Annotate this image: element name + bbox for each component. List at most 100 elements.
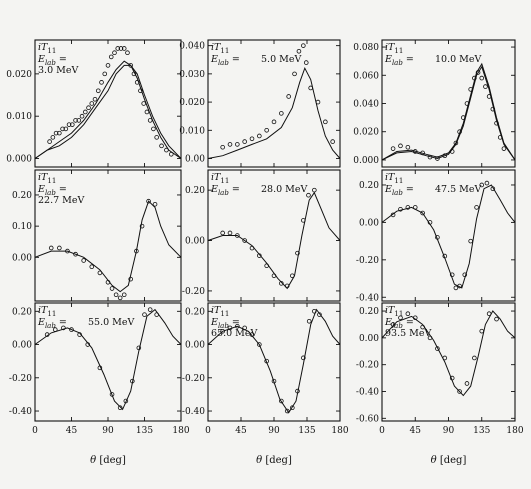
data-point [279, 398, 284, 404]
energy-subscript: lab [392, 322, 403, 330]
y-tick-label: 0.00 [185, 155, 205, 165]
x-axis-theta: θ [90, 455, 96, 466]
energy-equals: = [229, 184, 240, 195]
data-point [70, 122, 75, 127]
data-point [60, 126, 65, 132]
energy-label: Elab = [210, 317, 240, 330]
y-tick-label: 0.000 [353, 156, 379, 166]
data-point [306, 192, 311, 198]
energy-symbol: E [210, 184, 218, 195]
energy-value: 55.0 MeV [88, 317, 135, 328]
energy-equals: = [229, 54, 240, 65]
data-point [113, 292, 119, 298]
x-tick-label: 180 [506, 426, 523, 436]
data-point [112, 50, 117, 55]
y-tick-label: 0.020 [179, 98, 205, 108]
observable-symbol: iT [385, 42, 395, 53]
x-tick-label: 0 [205, 426, 211, 436]
x-axis-theta: θ [431, 455, 437, 466]
data-point [73, 118, 78, 123]
data-point [115, 46, 121, 51]
energy-symbol: E [384, 184, 392, 195]
observable-symbol: iT [211, 172, 221, 183]
y-tick-label: 0.20 [359, 307, 379, 317]
data-point [501, 146, 507, 151]
energy-symbol: E [37, 317, 45, 328]
energy-value: 65.0 MeV [211, 328, 258, 339]
theory-curve [381, 184, 516, 289]
energy-value: 22.7 MeV [38, 195, 85, 206]
data-point [66, 122, 72, 127]
theory-curve [381, 65, 516, 161]
energy-value: 3.0 MeV [38, 65, 78, 76]
theory-curve [381, 310, 516, 397]
x-tick-label: 180 [172, 426, 189, 436]
data-point [292, 71, 297, 77]
observable-label: iT11 [211, 42, 229, 55]
observable-label: iT11 [38, 42, 56, 55]
y-tick-label: -0.40 [9, 407, 32, 417]
x-tick-label: 0 [379, 426, 385, 436]
data-point [117, 405, 123, 411]
data-point [242, 139, 247, 144]
data-point [121, 46, 127, 51]
data-point [109, 286, 115, 291]
y-tick-label: 0.00 [359, 218, 379, 228]
x-tick-label: 135 [136, 426, 153, 436]
energy-equals: = [229, 317, 240, 328]
data-point [147, 118, 153, 123]
observable-subscript: 11 [47, 47, 56, 55]
y-tick-label: -0.20 [356, 256, 379, 266]
y-tick-label: 0.00 [359, 334, 379, 344]
data-point [82, 109, 88, 115]
y-tick-label: 0.20 [359, 181, 379, 191]
energy-equals: = [403, 184, 414, 195]
data-point [257, 342, 262, 347]
panel-frame [207, 302, 341, 422]
data-point [141, 101, 146, 106]
data-point [479, 75, 485, 81]
data-point [468, 238, 473, 244]
observable-symbol: iT [385, 172, 395, 183]
data-point [483, 84, 488, 89]
y-tick-label: 0.20 [185, 307, 205, 317]
x-axis-unit: [deg] [96, 455, 126, 466]
data-point [235, 142, 240, 147]
y-tick-label: 0.010 [179, 126, 205, 136]
energy-subscript: lab [45, 59, 56, 67]
data-point [92, 96, 98, 102]
observable-subscript: 11 [220, 310, 229, 318]
energy-equals: = [56, 184, 67, 195]
y-tick-label: 0.00 [12, 253, 32, 263]
panel-9: 0 45 90 135 180 -0.60 -0.40 -0.20 0.00 0.20 iT11El… [356, 302, 524, 436]
energy-symbol: E [37, 184, 45, 195]
data-point [81, 258, 86, 263]
y-tick-label: -0.20 [9, 374, 32, 384]
data-point [86, 105, 91, 111]
data-point [125, 50, 130, 55]
data-point [306, 318, 312, 324]
theory-curve [34, 200, 182, 293]
data-point [301, 43, 306, 48]
data-point [284, 408, 290, 414]
observable-symbol: iT [38, 42, 48, 53]
energy-value: 93.5 MeV [385, 328, 432, 339]
data-point [227, 230, 233, 236]
x-axis-title: θ [deg] [431, 455, 467, 466]
data-point [57, 130, 62, 136]
y-tick-label: 0.060 [353, 71, 379, 81]
data-point [312, 187, 317, 193]
data-point [89, 101, 95, 106]
data-point [301, 355, 306, 361]
energy-label: Elab = [37, 184, 67, 197]
data-point [279, 111, 284, 116]
data-point [108, 54, 114, 60]
energy-label: Elab = [37, 317, 67, 330]
x-tick-label: 45 [410, 426, 422, 436]
data-point [151, 126, 156, 132]
